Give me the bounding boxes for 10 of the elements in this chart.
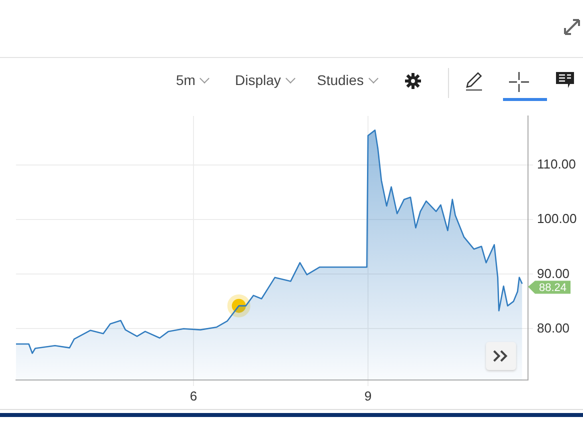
text: 5m — [176, 72, 196, 88]
text: Studies — [317, 72, 365, 88]
y-tick-label: 100.00 — [537, 211, 577, 226]
data-label: 88.24 — [539, 282, 567, 294]
y-tick-label: 90.00 — [537, 266, 570, 281]
x-tick-label: 9 — [364, 388, 372, 404]
y-tick-label: 110.00 — [537, 156, 576, 172]
y-tick-label: 80.00 — [537, 320, 570, 336]
text: Display — [235, 72, 282, 88]
x-tick-label: 6 — [190, 388, 198, 404]
